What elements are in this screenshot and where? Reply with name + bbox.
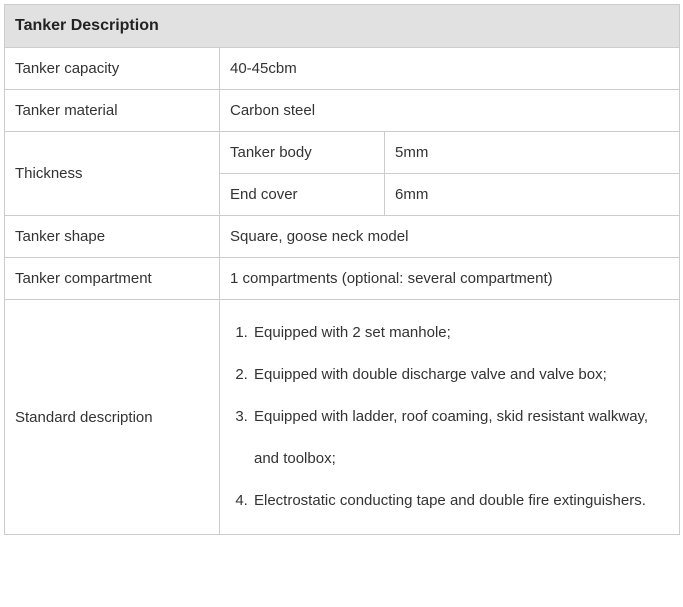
cell-label: Tanker shape [5, 216, 220, 258]
list-item: Equipped with 2 set manhole; [252, 312, 669, 354]
table-row: Tanker capacity 40-45cbm [5, 48, 680, 90]
cell-value: 1 compartments (optional: several compar… [220, 258, 680, 300]
table-row: Thickness Tanker body 5mm [5, 132, 680, 174]
cell-label: Tanker compartment [5, 258, 220, 300]
cell-label: Tanker material [5, 90, 220, 132]
cell-value: Carbon steel [220, 90, 680, 132]
standard-list: Equipped with 2 set manhole; Equipped wi… [230, 312, 669, 522]
cell-label: Standard description [5, 300, 220, 535]
table-title: Tanker Description [5, 5, 680, 48]
table-row: Tanker shape Square, goose neck model [5, 216, 680, 258]
cell-label: Thickness [5, 132, 220, 216]
cell-value: 40-45cbm [220, 48, 680, 90]
table-row: Tanker compartment 1 compartments (optio… [5, 258, 680, 300]
list-item: Equipped with double discharge valve and… [252, 354, 669, 396]
table-row: Standard description Equipped with 2 set… [5, 300, 680, 535]
list-item: Equipped with ladder, roof coaming, skid… [252, 396, 669, 480]
tanker-description-table: Tanker Description Tanker capacity 40-45… [4, 4, 680, 535]
cell-sublabel: End cover [220, 174, 385, 216]
list-item: Electrostatic conducting tape and double… [252, 480, 669, 522]
cell-sublabel: Tanker body [220, 132, 385, 174]
table-row: Tanker material Carbon steel [5, 90, 680, 132]
cell-value: Square, goose neck model [220, 216, 680, 258]
table-header-row: Tanker Description [5, 5, 680, 48]
cell-label: Tanker capacity [5, 48, 220, 90]
cell-value: 6mm [385, 174, 680, 216]
cell-value: Equipped with 2 set manhole; Equipped wi… [220, 300, 680, 535]
cell-value: 5mm [385, 132, 680, 174]
